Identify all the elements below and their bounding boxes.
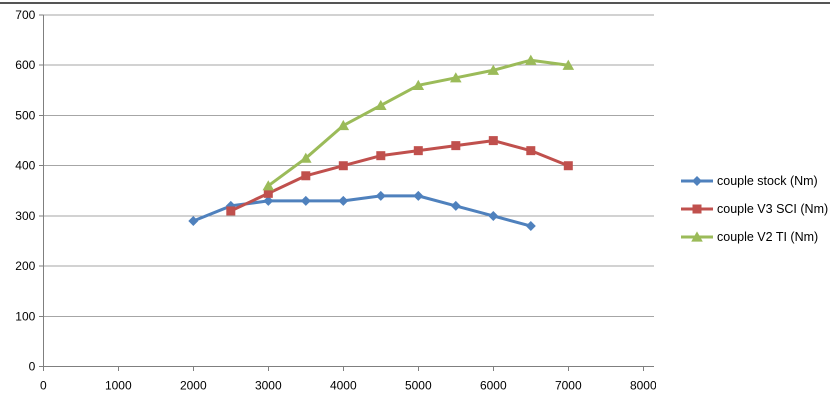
data-point-2-7000 [562, 59, 575, 70]
y-tick-label-400: 400 [15, 159, 35, 173]
data-point-2-4500 [375, 99, 387, 111]
data-point-0-5500 [450, 200, 461, 211]
data-point-1-5500 [451, 141, 461, 151]
y-tick-label-500: 500 [15, 108, 35, 122]
y-tick-label-100: 100 [15, 309, 35, 323]
y-tick-label-700: 700 [15, 8, 35, 22]
data-point-0-6000 [488, 210, 499, 221]
y-tick-label-200: 200 [15, 259, 35, 273]
data-point-0-3000 [263, 195, 274, 206]
data-point-0-3500 [300, 195, 311, 206]
legend-swatch-square-icon [681, 204, 713, 214]
data-point-1-3000 [263, 188, 273, 198]
x-tick-label-0: 0 [40, 379, 47, 393]
data-point-1-4500 [376, 151, 386, 161]
series-line-1 [229, 139, 570, 213]
x-tick-label-6000: 6000 [480, 379, 507, 393]
series-line-2 [266, 58, 570, 188]
data-point-0-4000 [338, 195, 349, 206]
legend-marker [691, 231, 703, 242]
data-point-0-4500 [375, 190, 386, 201]
data-point-2-4000 [337, 119, 350, 131]
data-point-1-4000 [338, 161, 348, 171]
data-point-1-3500 [301, 171, 311, 181]
series-line-0 [191, 194, 533, 228]
data-point-0-6500 [525, 221, 536, 232]
chart-legend: couple stock (Nm) couple V3 SCI (Nm) cou… [681, 167, 829, 251]
data-point-0-5000 [413, 190, 424, 201]
data-point-1-6500 [526, 146, 536, 156]
x-tick-label-2000: 2000 [180, 379, 207, 393]
data-point-2-3000 [262, 180, 275, 191]
x-tick-label-1000: 1000 [105, 379, 132, 393]
x-tick-label-7000: 7000 [555, 379, 582, 393]
legend-swatch-triangle-icon [681, 231, 713, 242]
legend-label-couple-v2-ti: couple V2 TI (Nm) [717, 229, 819, 244]
legend-item-couple-stock[interactable]: couple stock (Nm) [681, 167, 829, 195]
legend-label-couple-v3-sci: couple V3 SCI (Nm) [717, 201, 829, 216]
x-tick-label-8000: 8000 [630, 379, 656, 393]
data-point-1-5000 [413, 146, 423, 156]
data-point-1-7000 [563, 161, 573, 171]
data-point-2-3500 [300, 152, 312, 163]
data-point-1-2500 [226, 206, 236, 216]
data-point-2-6000 [487, 64, 500, 75]
legend-swatch-diamond-icon [681, 176, 713, 186]
legend-marker [692, 204, 702, 214]
data-point-2-5500 [450, 72, 462, 83]
top-border-line [0, 2, 830, 4]
y-tick-label-300: 300 [15, 209, 35, 223]
legend-label-couple-stock: couple stock (Nm) [717, 173, 818, 188]
x-tick-label-3000: 3000 [255, 379, 282, 393]
x-tick-label-4000: 4000 [330, 379, 357, 393]
x-tick-label-5000: 5000 [405, 379, 432, 393]
y-tick-label-600: 600 [15, 58, 35, 72]
data-point-2-5000 [412, 79, 425, 90]
legend-item-couple-v3-sci[interactable]: couple V3 SCI (Nm) [681, 195, 829, 223]
data-point-0-2000 [188, 215, 199, 226]
data-point-2-6500 [525, 54, 537, 65]
data-point-1-6000 [488, 136, 498, 146]
y-tick-label-0: 0 [29, 360, 36, 374]
legend-item-couple-v2-ti[interactable]: couple V2 TI (Nm) [681, 223, 829, 251]
legend-marker [692, 176, 702, 186]
